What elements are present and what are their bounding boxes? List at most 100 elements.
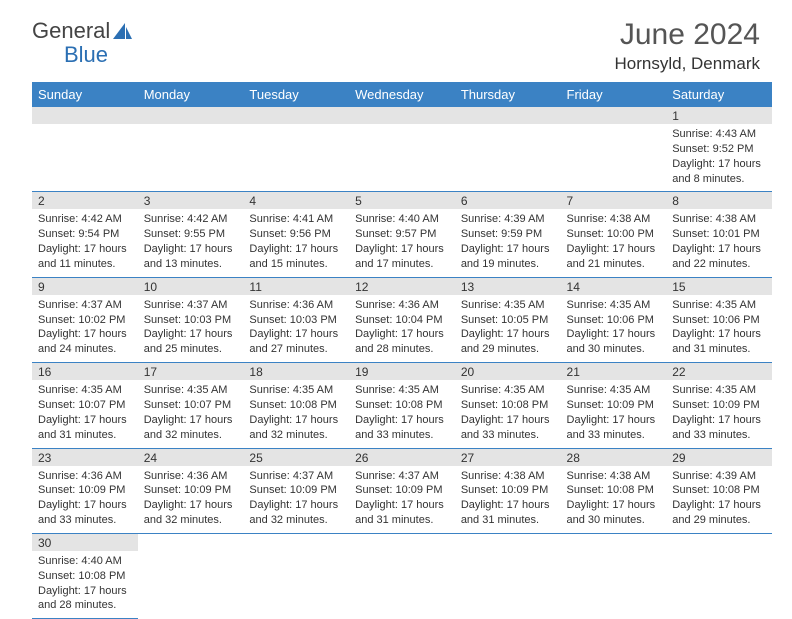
sunset-text: Sunset: 10:09 PM [355, 483, 449, 498]
daylight-text-1: Daylight: 17 hours [672, 157, 766, 172]
daylight-text-2: and 8 minutes. [672, 172, 766, 187]
calendar-cell [666, 534, 772, 619]
sunrise-text: Sunrise: 4:35 AM [38, 383, 132, 398]
calendar-cell [138, 534, 244, 619]
sunrise-text: Sunrise: 4:41 AM [249, 212, 343, 227]
logo-text-2: Blue [64, 42, 108, 68]
sunset-text: Sunset: 10:09 PM [249, 483, 343, 498]
day-details: Sunrise: 4:35 AMSunset: 10:07 PMDaylight… [32, 380, 138, 447]
daylight-text-1: Daylight: 17 hours [461, 242, 555, 257]
calendar-cell [455, 107, 561, 192]
sunset-text: Sunset: 10:09 PM [38, 483, 132, 498]
daylight-text-2: and 24 minutes. [38, 342, 132, 357]
daylight-text-2: and 32 minutes. [144, 513, 238, 528]
month-title: June 2024 [615, 18, 761, 52]
day-details: Sunrise: 4:37 AMSunset: 10:03 PMDaylight… [138, 295, 244, 362]
day-details: Sunrise: 4:42 AMSunset: 9:55 PMDaylight:… [138, 209, 244, 276]
calendar-cell: 17Sunrise: 4:35 AMSunset: 10:07 PMDaylig… [138, 363, 244, 448]
daylight-text-2: and 15 minutes. [249, 257, 343, 272]
sunset-text: Sunset: 10:08 PM [38, 569, 132, 584]
day-details: Sunrise: 4:37 AMSunset: 10:09 PMDaylight… [243, 466, 349, 533]
sunrise-text: Sunrise: 4:42 AM [38, 212, 132, 227]
day-details: Sunrise: 4:39 AMSunset: 9:59 PMDaylight:… [455, 209, 561, 276]
sunrise-text: Sunrise: 4:35 AM [249, 383, 343, 398]
sunset-text: Sunset: 10:07 PM [144, 398, 238, 413]
calendar-row: 2Sunrise: 4:42 AMSunset: 9:54 PMDaylight… [32, 192, 772, 277]
day-details: Sunrise: 4:35 AMSunset: 10:09 PMDaylight… [666, 380, 772, 447]
day-details [349, 551, 455, 559]
day-details: Sunrise: 4:39 AMSunset: 10:08 PMDaylight… [666, 466, 772, 533]
sunrise-text: Sunrise: 4:35 AM [461, 383, 555, 398]
sunset-text: Sunset: 10:08 PM [355, 398, 449, 413]
daylight-text-1: Daylight: 17 hours [567, 242, 661, 257]
day-number: 26 [349, 449, 455, 466]
daylight-text-2: and 32 minutes. [249, 428, 343, 443]
day-number: 12 [349, 278, 455, 295]
sunrise-text: Sunrise: 4:35 AM [567, 383, 661, 398]
sunrise-text: Sunrise: 4:38 AM [461, 469, 555, 484]
day-details: Sunrise: 4:38 AMSunset: 10:09 PMDaylight… [455, 466, 561, 533]
col-saturday: Saturday [666, 82, 772, 107]
day-number: 29 [666, 449, 772, 466]
sunrise-text: Sunrise: 4:38 AM [672, 212, 766, 227]
daylight-text-1: Daylight: 17 hours [249, 242, 343, 257]
calendar-table: Sunday Monday Tuesday Wednesday Thursday… [32, 82, 772, 619]
sunset-text: Sunset: 10:08 PM [567, 483, 661, 498]
calendar-cell: 2Sunrise: 4:42 AMSunset: 9:54 PMDaylight… [32, 192, 138, 277]
daylight-text-2: and 33 minutes. [38, 513, 132, 528]
daylight-text-2: and 30 minutes. [567, 513, 661, 528]
sunrise-text: Sunrise: 4:39 AM [461, 212, 555, 227]
daylight-text-1: Daylight: 17 hours [355, 327, 449, 342]
daylight-text-2: and 30 minutes. [567, 342, 661, 357]
day-number [455, 534, 561, 551]
calendar-cell: 1Sunrise: 4:43 AMSunset: 9:52 PMDaylight… [666, 107, 772, 192]
day-number: 25 [243, 449, 349, 466]
sunset-text: Sunset: 10:08 PM [249, 398, 343, 413]
calendar-row: 1Sunrise: 4:43 AMSunset: 9:52 PMDaylight… [32, 107, 772, 192]
day-number: 14 [561, 278, 667, 295]
day-details: Sunrise: 4:41 AMSunset: 9:56 PMDaylight:… [243, 209, 349, 276]
day-number: 10 [138, 278, 244, 295]
daylight-text-2: and 21 minutes. [567, 257, 661, 272]
calendar-cell [349, 107, 455, 192]
calendar-cell: 19Sunrise: 4:35 AMSunset: 10:08 PMDaylig… [349, 363, 455, 448]
day-number: 1 [666, 107, 772, 124]
day-number [455, 107, 561, 124]
day-details: Sunrise: 4:35 AMSunset: 10:09 PMDaylight… [561, 380, 667, 447]
day-details: Sunrise: 4:35 AMSunset: 10:06 PMDaylight… [561, 295, 667, 362]
daylight-text-1: Daylight: 17 hours [355, 498, 449, 513]
sunset-text: Sunset: 9:52 PM [672, 142, 766, 157]
daylight-text-2: and 32 minutes. [144, 428, 238, 443]
day-details: Sunrise: 4:35 AMSunset: 10:06 PMDaylight… [666, 295, 772, 362]
day-number: 17 [138, 363, 244, 380]
daylight-text-2: and 33 minutes. [355, 428, 449, 443]
calendar-cell: 25Sunrise: 4:37 AMSunset: 10:09 PMDaylig… [243, 449, 349, 534]
calendar-cell: 24Sunrise: 4:36 AMSunset: 10:09 PMDaylig… [138, 449, 244, 534]
day-number [32, 107, 138, 124]
day-details: Sunrise: 4:42 AMSunset: 9:54 PMDaylight:… [32, 209, 138, 276]
calendar-cell [138, 107, 244, 192]
sunset-text: Sunset: 9:59 PM [461, 227, 555, 242]
calendar-cell: 13Sunrise: 4:35 AMSunset: 10:05 PMDaylig… [455, 278, 561, 363]
daylight-text-2: and 28 minutes. [355, 342, 449, 357]
day-number [666, 534, 772, 551]
day-number: 18 [243, 363, 349, 380]
daylight-text-2: and 19 minutes. [461, 257, 555, 272]
sunrise-text: Sunrise: 4:37 AM [144, 298, 238, 313]
sunset-text: Sunset: 9:54 PM [38, 227, 132, 242]
sunset-text: Sunset: 10:03 PM [249, 313, 343, 328]
calendar-cell: 23Sunrise: 4:36 AMSunset: 10:09 PMDaylig… [32, 449, 138, 534]
calendar-row: 16Sunrise: 4:35 AMSunset: 10:07 PMDaylig… [32, 363, 772, 448]
calendar-cell: 27Sunrise: 4:38 AMSunset: 10:09 PMDaylig… [455, 449, 561, 534]
day-number: 2 [32, 192, 138, 209]
day-number [349, 534, 455, 551]
calendar-row: 9Sunrise: 4:37 AMSunset: 10:02 PMDayligh… [32, 278, 772, 363]
day-details: Sunrise: 4:35 AMSunset: 10:05 PMDaylight… [455, 295, 561, 362]
col-monday: Monday [138, 82, 244, 107]
calendar-row: 23Sunrise: 4:36 AMSunset: 10:09 PMDaylig… [32, 449, 772, 534]
col-wednesday: Wednesday [349, 82, 455, 107]
calendar-row: 30Sunrise: 4:40 AMSunset: 10:08 PMDaylig… [32, 534, 772, 619]
day-number: 5 [349, 192, 455, 209]
day-number: 21 [561, 363, 667, 380]
calendar-cell: 12Sunrise: 4:36 AMSunset: 10:04 PMDaylig… [349, 278, 455, 363]
